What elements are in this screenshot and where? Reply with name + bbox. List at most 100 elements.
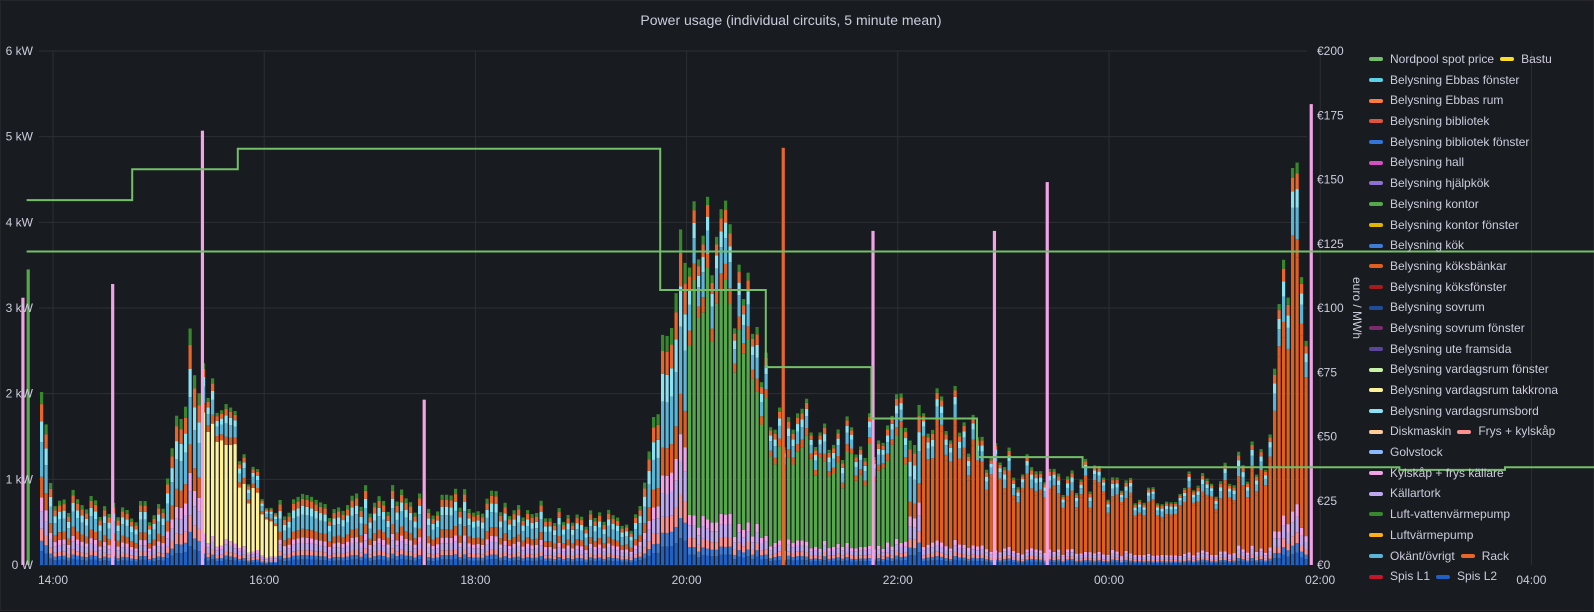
- bar-segment: [99, 555, 102, 558]
- bar-segment: [1183, 563, 1186, 565]
- bar-segment: [796, 424, 799, 432]
- bar-segment: [684, 284, 687, 314]
- legend-item[interactable]: Bastu: [1500, 49, 1552, 70]
- bar-segment: [963, 561, 966, 565]
- bar-segment: [139, 556, 142, 560]
- legend-item[interactable]: Källartork: [1369, 483, 1441, 504]
- bar-segment: [819, 453, 822, 458]
- bar-segment: [1188, 491, 1191, 552]
- bar-segment: [540, 501, 543, 505]
- bar-segment: [391, 534, 394, 540]
- bar-segment: [1264, 472, 1267, 475]
- bar-segment: [1111, 550, 1114, 553]
- bar-segment: [76, 510, 79, 518]
- bar-segment: [895, 406, 898, 414]
- bar-segment: [135, 530, 138, 535]
- legend-item[interactable]: Belysning bibliotek: [1369, 111, 1489, 132]
- legend-item[interactable]: Belysning sovrum: [1369, 297, 1485, 318]
- legend-item[interactable]: Belysning hjälpkök: [1369, 173, 1489, 194]
- legend-item[interactable]: Belysning kök: [1369, 235, 1464, 256]
- bar-segment: [499, 554, 502, 558]
- bar-segment: [459, 553, 462, 557]
- legend-item[interactable]: Kylskåp + frys källare: [1369, 463, 1504, 484]
- bar-segment: [166, 558, 169, 565]
- bar-segment: [1183, 488, 1186, 490]
- bar-segment: [918, 432, 921, 451]
- bar-segment: [94, 511, 97, 519]
- bar-segment: [733, 537, 736, 543]
- bar-segment: [121, 524, 124, 536]
- legend-item[interactable]: Belysning köksfönster: [1369, 277, 1507, 298]
- bar-segment: [495, 491, 498, 496]
- bar-segment: [499, 549, 502, 554]
- legend-item[interactable]: Belysning Ebbas fönster: [1369, 70, 1519, 91]
- bar-segment: [526, 537, 529, 544]
- bar-segment: [981, 549, 984, 554]
- bar-segment: [1305, 549, 1308, 554]
- legend-item[interactable]: Okänt/övrigt: [1369, 546, 1455, 567]
- bar-segment: [819, 552, 822, 556]
- legend-item[interactable]: Nordpool spot price: [1369, 49, 1494, 70]
- bar-segment: [1057, 498, 1060, 550]
- bar-segment: [603, 543, 606, 548]
- legend-item[interactable]: Belysning bibliotek fönster: [1369, 132, 1529, 153]
- bar-segment: [958, 448, 961, 459]
- bar-segment: [229, 445, 232, 541]
- bar-segment: [175, 416, 178, 426]
- legend-item[interactable]: Belysning köksbänkar: [1369, 256, 1507, 277]
- bar-segment: [508, 558, 511, 561]
- bar-segment: [1296, 163, 1299, 174]
- bar-segment: [229, 556, 232, 560]
- bar-segment: [49, 497, 52, 507]
- legend-item[interactable]: Spis L1: [1369, 566, 1430, 587]
- legend-item[interactable]: Belysning kontor fönster: [1369, 215, 1519, 236]
- legend-item[interactable]: Belysning vardagsrum takkrona: [1369, 380, 1558, 401]
- bar-segment: [1147, 492, 1150, 495]
- bar-segment: [301, 529, 304, 538]
- bar-segment: [450, 516, 453, 530]
- legend-item[interactable]: Belysning ute framsida: [1369, 339, 1511, 360]
- bar-segment: [427, 548, 430, 554]
- legend-item[interactable]: Diskmaskin: [1369, 421, 1451, 442]
- legend-item[interactable]: Luft-vattenvärmepump: [1369, 504, 1510, 525]
- legend-item[interactable]: Belysning vardagsrum fönster: [1369, 359, 1549, 380]
- bar-segment: [432, 519, 435, 524]
- legend-item[interactable]: Belysning sovrum fönster: [1369, 318, 1525, 339]
- bar-segment: [220, 419, 223, 425]
- bar-segment: [702, 526, 705, 539]
- bar-segment: [63, 545, 66, 552]
- bar-segment: [949, 461, 952, 466]
- bar-segment: [990, 560, 993, 562]
- bar-segment: [184, 418, 187, 434]
- bar-segment: [639, 535, 642, 542]
- bar-segment: [1089, 552, 1092, 555]
- bar-segment: [1269, 456, 1272, 461]
- bar-segment: [1278, 558, 1281, 565]
- bar-segment: [580, 546, 583, 550]
- legend-row: Källartork: [1369, 483, 1591, 504]
- bar-segment: [166, 553, 169, 558]
- bar-segment: [157, 522, 160, 534]
- bar-segment: [657, 506, 660, 518]
- legend-item[interactable]: Belysning vardagsrumsbord: [1369, 401, 1539, 422]
- legend-item[interactable]: Golvstock: [1369, 442, 1443, 463]
- legend-item[interactable]: Spis L2: [1436, 566, 1497, 587]
- legend-item[interactable]: Belysning hall: [1369, 152, 1464, 173]
- legend-item[interactable]: Luftvärmepump: [1369, 525, 1473, 546]
- bar-segment: [688, 268, 691, 277]
- bar-segment: [1125, 557, 1128, 560]
- bar-segment: [436, 554, 439, 558]
- bar-segment: [283, 525, 286, 531]
- legend-item[interactable]: Rack: [1461, 546, 1509, 567]
- legend-item[interactable]: Belysning kontor: [1369, 194, 1479, 215]
- bar-segment: [175, 553, 178, 565]
- bar-segment: [351, 538, 354, 544]
- bar-segment: [441, 515, 444, 529]
- bar-segment: [756, 557, 759, 565]
- bar-segment: [369, 514, 372, 518]
- legend-item[interactable]: Belysning Ebbas rum: [1369, 90, 1503, 111]
- bar-segment: [1066, 476, 1069, 479]
- bar-segment: [504, 552, 507, 556]
- legend-item[interactable]: Frys + kylskåp: [1457, 421, 1555, 442]
- bar-segment: [805, 560, 808, 565]
